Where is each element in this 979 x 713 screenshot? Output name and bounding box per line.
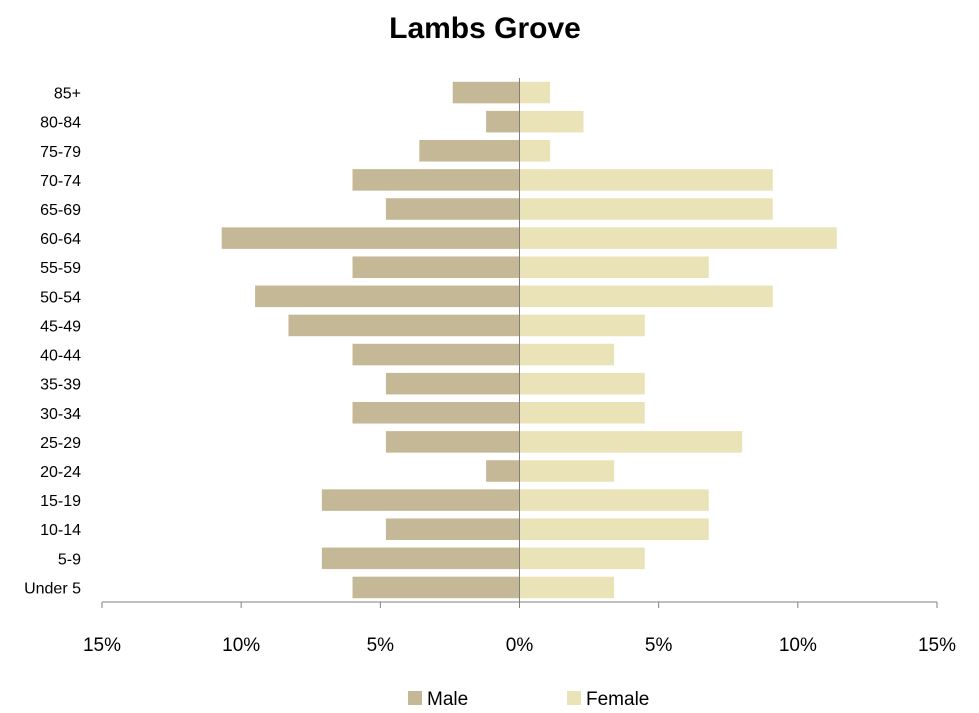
bar-male-30-34 (352, 402, 520, 424)
bar-male-45-49 (288, 314, 520, 337)
chart-title: Lambs Grove (389, 12, 581, 45)
category-label: 55-59 (40, 260, 81, 277)
bar-male-75-79 (419, 140, 520, 162)
bar-male-under-5 (352, 576, 520, 599)
category-label: 10-14 (40, 522, 81, 539)
bar-male-10-14 (385, 518, 520, 540)
category-label: 45-49 (40, 318, 81, 335)
category-label: Under 5 (24, 580, 81, 597)
bar-male-85- (452, 81, 520, 104)
category-label: 50-54 (40, 289, 81, 306)
bar-male-65-69 (385, 198, 520, 220)
bar-male-40-44 (352, 343, 520, 366)
bar-female-50-54 (519, 285, 773, 308)
bar-male-50-54 (255, 285, 520, 308)
bar-female-30-34 (519, 402, 645, 424)
legend-label-male: Male (427, 689, 468, 710)
category-label: 5-9 (58, 551, 81, 568)
category-label: 25-29 (40, 435, 81, 452)
bar-female-under-5 (519, 576, 615, 599)
bar-female-55-59 (519, 256, 709, 278)
bar-female-5-9 (519, 547, 645, 570)
bar-female-70-74 (519, 169, 773, 191)
category-labels: 85+ 80-84 75-79 70-74 65-69 60-64 55-59 50-54 45… (24, 86, 81, 598)
bar-female-10-14 (519, 518, 709, 540)
x-tick-label: 5% (367, 635, 395, 656)
category-label: 85+ (54, 86, 81, 103)
bar-female-25-29 (519, 431, 743, 453)
bar-male-15-19 (321, 489, 520, 511)
legend-label-female: Female (586, 689, 649, 710)
category-label: 40-44 (40, 348, 81, 365)
bar-female-40-44 (519, 343, 615, 366)
x-tick-label: 10% (222, 635, 260, 656)
bar-female-20-24 (519, 460, 615, 482)
category-label: 30-34 (40, 406, 81, 423)
bar-female-45-49 (519, 314, 645, 337)
bar-male-5-9 (321, 547, 520, 570)
category-label: 60-64 (40, 231, 81, 248)
x-tick-label: 5% (645, 635, 673, 656)
bar-female-60-64 (519, 227, 837, 249)
x-tick-label: 0% (506, 635, 534, 656)
category-label: 80-84 (40, 115, 81, 132)
category-label: 35-39 (40, 377, 81, 394)
legend-swatch-female (567, 691, 581, 705)
bar-female-35-39 (519, 372, 645, 395)
bar-male-70-74 (352, 169, 520, 191)
bar-female-85- (519, 81, 551, 104)
category-label: 70-74 (40, 173, 81, 190)
bar-male-60-64 (221, 227, 520, 249)
x-tick-label: 10% (779, 635, 817, 656)
bar-female-65-69 (519, 198, 773, 220)
x-tick-label: 15% (83, 635, 121, 656)
category-label: 65-69 (40, 202, 81, 219)
legend: Male Female (408, 689, 649, 710)
bar-female-15-19 (519, 489, 709, 511)
bar-male-20-24 (486, 460, 520, 482)
legend-swatch-male (408, 691, 422, 705)
bar-female-80-84 (519, 110, 584, 133)
bars-group (221, 81, 837, 599)
category-label: 20-24 (40, 464, 81, 481)
bar-female-75-79 (519, 140, 551, 162)
bar-male-55-59 (352, 256, 520, 278)
x-tick-label: 15% (918, 635, 956, 656)
bar-male-25-29 (385, 431, 520, 453)
bar-male-80-84 (486, 110, 520, 133)
bar-male-35-39 (385, 372, 520, 395)
category-label: 75-79 (40, 144, 81, 161)
category-label: 15-19 (40, 493, 81, 510)
x-axis: 15% 10% 5% 0% 5% 10% 15% (83, 78, 956, 656)
